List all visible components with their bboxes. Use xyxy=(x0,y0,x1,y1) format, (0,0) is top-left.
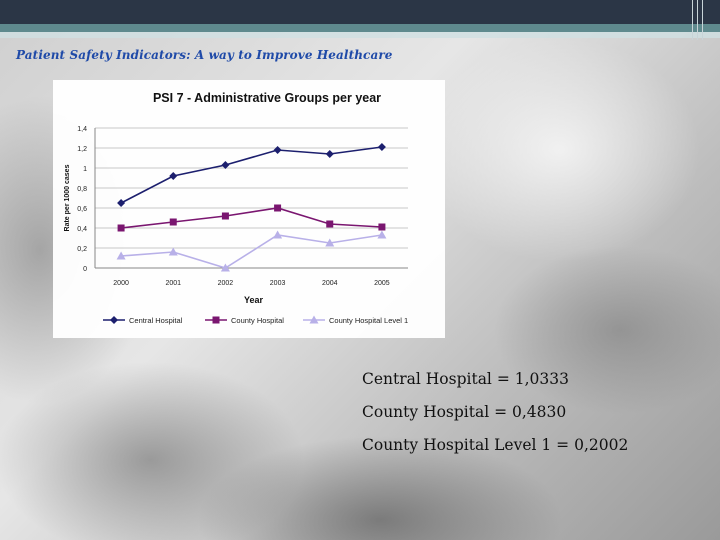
x-tick-label: 2003 xyxy=(270,280,286,287)
data-point-central-hospital-2001 xyxy=(169,172,178,180)
x-axis-label: Year xyxy=(244,295,264,305)
data-point-county-hospital-2005 xyxy=(378,223,386,231)
top-accent-bar xyxy=(0,24,720,32)
data-point-county-hospital-level-1-2004 xyxy=(325,238,335,247)
chart-title: PSI 7 - Administrative Groups per year xyxy=(153,91,381,105)
y-tick-label: 1,4 xyxy=(77,126,87,133)
legend-label-county-hospital: County Hospital xyxy=(231,316,284,325)
stat-central-hospital: Central Hospital = 1,0333 xyxy=(362,370,569,388)
legend-marker-county-hospital-level-1 xyxy=(309,315,319,324)
data-point-county-hospital-2002 xyxy=(221,212,229,220)
data-point-county-hospital-level-1-2001 xyxy=(168,247,178,256)
legend-label-county-hospital-level-1: County Hospital Level 1 xyxy=(329,316,408,325)
x-tick-label: 2005 xyxy=(374,280,390,287)
y-tick-label: 0,6 xyxy=(77,206,87,213)
stat-county-hospital-level-1: County Hospital Level 1 = 0,2002 xyxy=(362,436,629,454)
y-axis-label: Rate per 1000 cases xyxy=(64,164,71,231)
series-line-county-hospital xyxy=(120,207,382,229)
top-bar xyxy=(0,0,720,24)
series-line-central-hospital xyxy=(120,146,383,204)
y-tick-label: 0,4 xyxy=(77,226,87,233)
y-tick-label: 0,2 xyxy=(77,246,87,253)
y-tick-label: 1,2 xyxy=(77,146,87,153)
chart-panel: PSI 7 - Administrative Groups per year 0 0… xyxy=(53,80,445,338)
data-point-county-hospital-2000 xyxy=(117,224,125,232)
y-tick-label: 0,8 xyxy=(77,186,87,193)
legend-label-central-hospital: Central Hospital xyxy=(129,316,183,325)
legend-marker-county-hospital xyxy=(212,316,220,324)
data-point-central-hospital-2002 xyxy=(221,161,230,169)
data-point-county-hospital-2004 xyxy=(326,220,334,228)
line-chart: PSI 7 - Administrative Groups per year 0 0… xyxy=(64,91,408,325)
data-point-county-hospital-level-1-2005 xyxy=(377,230,387,239)
data-point-central-hospital-2003 xyxy=(273,146,282,154)
x-tick-label: 2001 xyxy=(165,280,181,287)
data-point-county-hospital-level-1-2002 xyxy=(220,263,230,272)
data-point-central-hospital-2004 xyxy=(325,150,334,158)
data-point-county-hospital-level-1-2000 xyxy=(116,251,126,260)
data-point-county-hospital-2003 xyxy=(274,204,282,212)
x-tick-label: 2002 xyxy=(218,280,234,287)
x-tick-label: 2000 xyxy=(113,280,129,287)
corner-decoration xyxy=(692,0,706,40)
stats-list: Central Hospital = 1,0333 County Hospita… xyxy=(362,370,628,469)
y-tick-label: 0 xyxy=(83,266,87,273)
series-line-county-hospital-level-1 xyxy=(121,234,383,269)
stat-county-hospital: County Hospital = 0,4830 xyxy=(362,403,567,421)
data-point-county-hospital-level-1-2003 xyxy=(273,230,283,239)
data-point-central-hospital-2000 xyxy=(117,199,126,207)
data-point-central-hospital-2005 xyxy=(377,143,386,151)
top-accent-strip xyxy=(0,32,720,38)
x-tick-label: 2004 xyxy=(322,280,338,287)
legend-marker-central-hospital xyxy=(110,316,118,324)
slide-header-title: Patient Safety Indicators: A way to Impr… xyxy=(16,48,393,62)
data-point-county-hospital-2001 xyxy=(169,218,177,226)
y-tick-label: 1 xyxy=(83,166,87,173)
